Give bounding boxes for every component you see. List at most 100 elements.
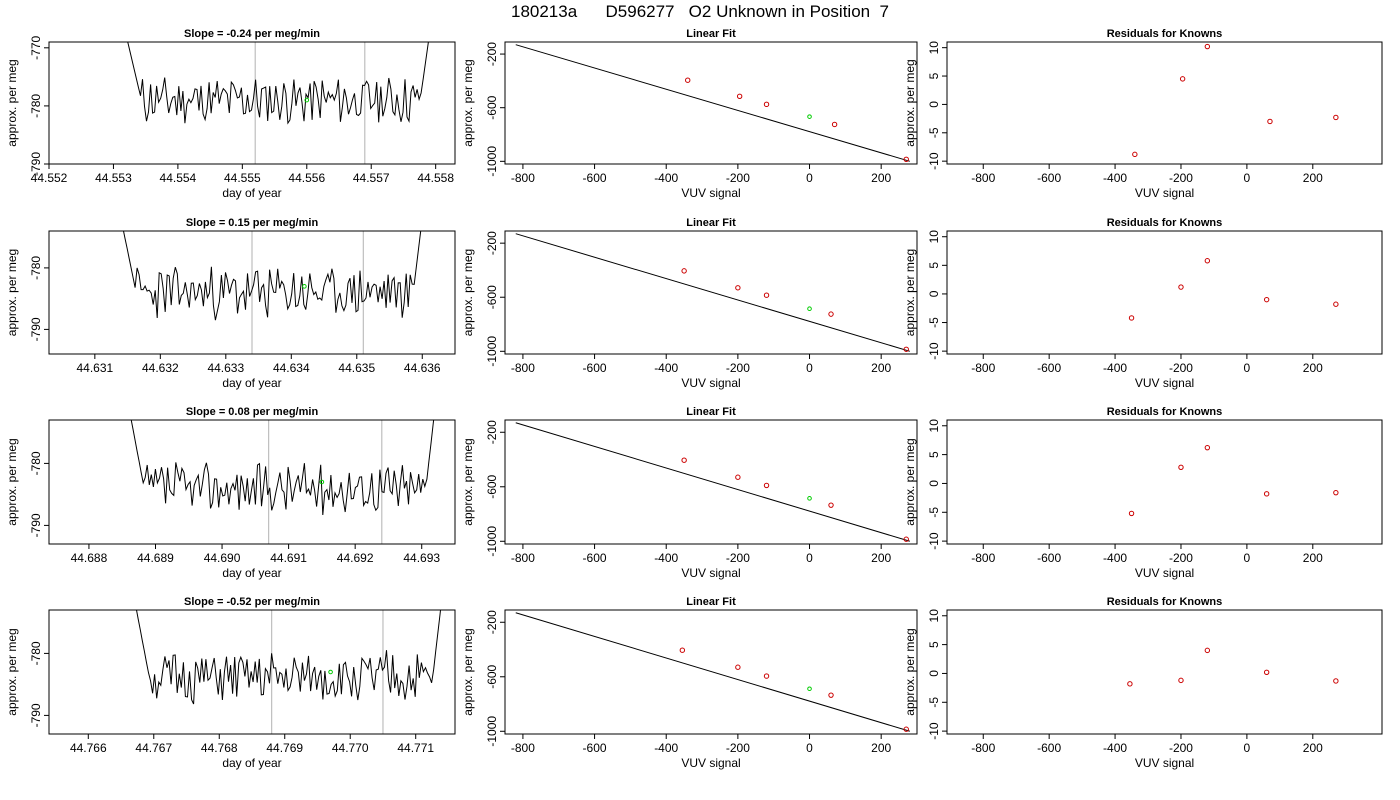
y-tick-label: -10	[927, 532, 941, 550]
series-trace	[122, 231, 422, 321]
y-tick-label: -600	[485, 285, 499, 309]
x-tick-label: 200	[1303, 551, 1323, 565]
residual-point	[1333, 301, 1339, 307]
plot-frame	[946, 41, 1383, 165]
y-tick-label: -5	[927, 127, 941, 138]
x-tick-label: -400	[1103, 741, 1127, 755]
y-tick-label: 0	[927, 480, 941, 487]
y-tick-label: 5	[927, 641, 941, 648]
x-tick-label: -400	[1103, 361, 1127, 375]
y-tick-label: -5	[927, 697, 941, 708]
page-title: 180213a D596277 O2 Unknown in Position 7	[510, 2, 890, 21]
series-trace	[136, 610, 442, 705]
panel-timeseries-1: Slope = -0.24 per meg/min 44.552 44.553 44.…	[5, 28, 456, 200]
x-axis-label: VUV signal	[681, 566, 740, 580]
plot-area	[1127, 647, 1339, 687]
plot-frame	[48, 609, 456, 735]
y-tick-label: -5	[927, 507, 941, 518]
series-trace	[130, 420, 435, 516]
mean-point-green	[304, 97, 310, 103]
x-tick-label: 200	[1303, 741, 1323, 755]
known-point	[735, 285, 741, 291]
panel-title: Slope = -0.52 per meg/min	[184, 596, 320, 608]
x-tick-label: 44.770	[332, 741, 369, 755]
x-tick-label: -800	[971, 741, 995, 755]
known-point	[763, 292, 770, 298]
y-axis-label: approx. per meg	[5, 59, 19, 146]
residual-point	[1333, 678, 1339, 684]
y-tick-label: 10	[927, 41, 941, 55]
panel-title: Linear Fit	[686, 596, 736, 608]
residual-point	[1179, 76, 1186, 82]
residual-point	[1127, 681, 1133, 687]
y-tick-label: -790	[29, 703, 43, 727]
x-axis-label: VUV signal	[1135, 186, 1194, 200]
y-tick-label: 10	[927, 419, 941, 433]
y-tick-label: 5	[927, 262, 941, 269]
panel-timeseries-2: Slope = 0.15 per meg/min 44.631 44.632 44.6…	[5, 217, 456, 390]
panel-fit-4: Linear Fit -800 -600 -400 -200 0 200 -1000 -600 -…	[461, 596, 918, 770]
plot-area	[1132, 43, 1339, 158]
residual-point	[1204, 258, 1211, 264]
residual-point	[1267, 118, 1273, 125]
panel-title: Residuals for Knowns	[1107, 406, 1223, 418]
y-axis-label: approx. per meg	[903, 438, 917, 525]
unknown-point-green	[807, 306, 812, 312]
panel-title: Residuals for Knowns	[1107, 28, 1223, 40]
fit-line	[515, 612, 910, 732]
y-tick-label: 5	[927, 72, 941, 79]
y-tick-label: -790	[29, 152, 43, 176]
plot-area	[1128, 444, 1339, 517]
known-point	[831, 121, 838, 128]
x-tick-label: -600	[1037, 741, 1061, 755]
panel-title: Slope = -0.24 per meg/min	[184, 28, 320, 40]
plot-frame	[946, 230, 1383, 355]
x-tick-label: -600	[583, 361, 607, 375]
x-tick-label: 44.553	[95, 171, 132, 185]
plot-frame	[504, 609, 918, 735]
x-tick-label: 44.633	[207, 361, 244, 375]
y-tick-label: -10	[927, 152, 941, 170]
unknown-point-green	[807, 114, 812, 119]
y-tick-label: -1000	[485, 146, 499, 177]
x-tick-label: 44.632	[142, 361, 179, 375]
panel-residual-2: Residuals for Knowns -800 -600 -400 -200 0 200…	[903, 217, 1383, 390]
x-tick-label: 44.552	[31, 171, 68, 185]
x-tick-label: 44.634	[273, 361, 310, 375]
plot-area	[1128, 258, 1339, 321]
y-axis-label: approx. per meg	[903, 249, 917, 336]
x-tick-label: -600	[1037, 361, 1061, 375]
y-tick-label: 0	[927, 290, 941, 297]
y-axis-label: approx. per meg	[461, 438, 475, 525]
y-tick-label: -780	[29, 451, 43, 475]
panel-residual-3: Residuals for Knowns -800 -600 -400 -200 0 200…	[903, 406, 1383, 580]
residual-point	[1263, 296, 1270, 303]
known-point	[903, 156, 909, 163]
x-tick-label: 44.768	[201, 741, 238, 755]
y-tick-label: 10	[927, 230, 941, 244]
series-trace	[127, 42, 429, 125]
plot-area	[515, 233, 910, 352]
x-tick-label: 44.688	[71, 551, 108, 565]
y-axis-label: approx. per meg	[461, 59, 475, 146]
x-tick-label: -600	[1037, 171, 1061, 185]
plot-frame	[504, 230, 918, 355]
x-tick-label: -200	[726, 551, 750, 565]
x-tick-label: -800	[511, 741, 535, 755]
unknown-point-green	[807, 496, 812, 501]
known-point	[679, 647, 686, 653]
y-axis-label: approx. per meg	[903, 59, 917, 146]
x-tick-label: 0	[806, 171, 813, 185]
x-tick-label: 44.692	[337, 551, 374, 565]
fit-line	[515, 233, 910, 352]
x-tick-label: 0	[806, 741, 813, 755]
x-axis-label: day of year	[222, 376, 281, 390]
mean-point-green	[319, 479, 325, 485]
x-axis-label: VUV signal	[1135, 756, 1194, 770]
x-tick-label: 44.771	[397, 741, 434, 755]
x-tick-label: -800	[971, 171, 995, 185]
panel-timeseries-3: Slope = 0.08 per meg/min 44.688 44.689 44.6…	[5, 406, 456, 580]
x-tick-label: -800	[511, 551, 535, 565]
y-tick-label: -1000	[485, 336, 499, 367]
